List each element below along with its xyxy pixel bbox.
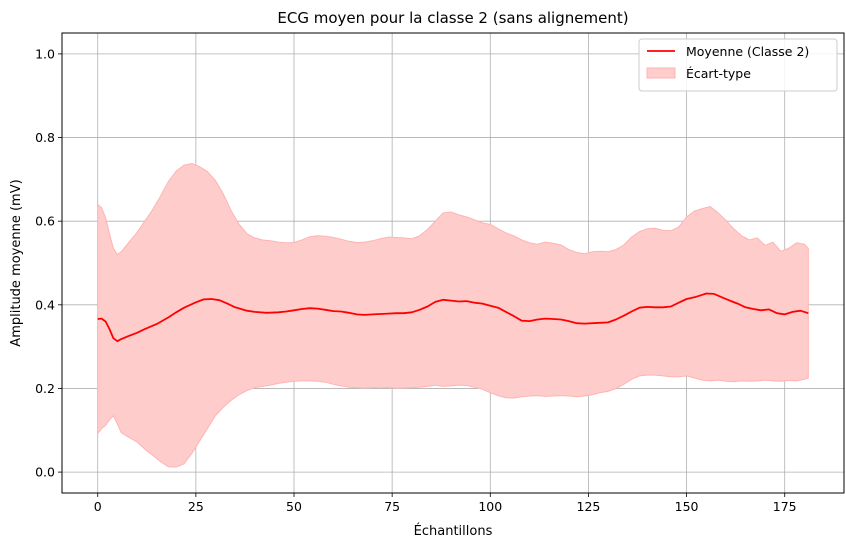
legend-band-swatch: [646, 67, 676, 79]
std-band: [97, 162, 809, 468]
y-tick-label: 0.0: [35, 465, 55, 480]
y-tick-label: 0.8: [35, 130, 55, 145]
y-tick-label: 1.0: [35, 46, 55, 61]
x-tick-label: 0: [94, 499, 102, 514]
legend-frame: [638, 38, 838, 92]
plot-frame: [61, 32, 845, 494]
x-tick-label: 125: [577, 499, 601, 514]
x-tick-label: 25: [188, 499, 204, 514]
y-tick-label: 0.2: [35, 381, 55, 396]
y-tick-label: 0.6: [35, 214, 55, 229]
std-band-layer: [97, 162, 809, 468]
mean-line-layer: [97, 292, 809, 343]
x-tick-label: 175: [773, 499, 797, 514]
legend-label-std: Écart-type: [686, 66, 751, 81]
y-tick-label: 0.4: [35, 297, 55, 312]
x-axis-ticks: 0 25 50 75 100 125 150 175: [94, 493, 797, 514]
x-tick-label: 100: [478, 499, 502, 514]
y-axis-ticks: 0.0 0.2 0.4 0.6 0.8 1.0: [35, 46, 62, 480]
legend-label-mean: Moyenne (Classe 2): [686, 44, 809, 59]
x-tick-label: 75: [384, 499, 400, 514]
y-axis-title: Amplitude moyenne (mV): [9, 179, 24, 346]
mean-line: [97, 292, 809, 343]
x-tick-label: 150: [675, 499, 699, 514]
chart-title: ECG moyen pour la classe 2 (sans alignem…: [277, 9, 628, 27]
x-tick-label: 50: [286, 499, 302, 514]
x-axis-title: Échantillons: [414, 523, 493, 539]
legend: Moyenne (Classe 2) Écart-type: [638, 38, 838, 92]
